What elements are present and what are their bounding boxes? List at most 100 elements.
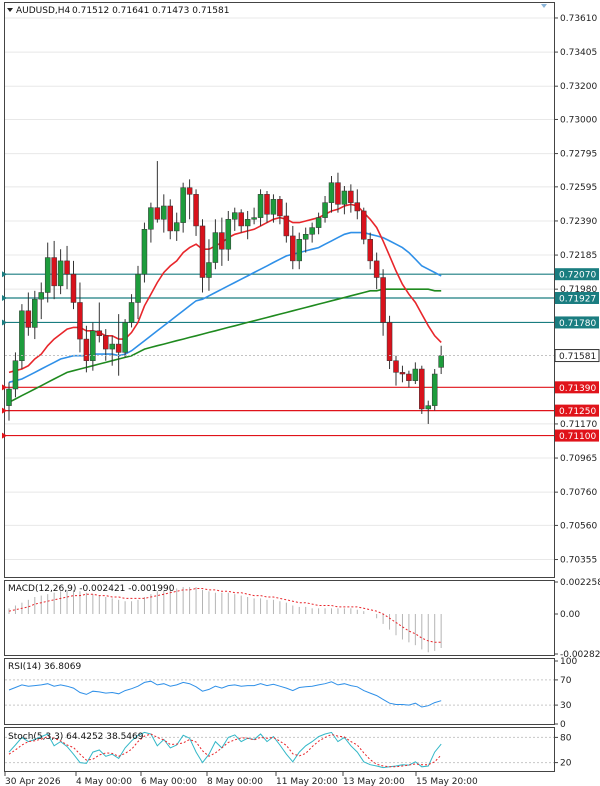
rsi-line	[8, 680, 442, 708]
time-axis-label: 6 May 00:00	[141, 777, 197, 786]
rsi-axis-label: 70	[560, 676, 572, 686]
macd-pane: 0.002258 0.00 -0.002823	[8, 578, 600, 660]
level-tag-box	[555, 429, 599, 442]
candle-body	[161, 205, 167, 220]
price-axis-label: 0.70560	[560, 521, 597, 531]
candle-body	[154, 207, 161, 220]
candle-body	[96, 330, 103, 337]
candle-body	[199, 225, 206, 278]
candle-body	[128, 302, 135, 323]
time-axis: 30 Apr 2026 4 May 00:00 6 May 00:00 8 May 0…	[4, 772, 478, 786]
candle-body	[438, 355, 444, 368]
candle-body	[25, 310, 32, 328]
price-axis-label: 0.72795	[560, 150, 597, 160]
candle-body	[341, 190, 348, 205]
level-tags: 0.72070 0.71927 0.71780 0.71390 0.71250 0.711…	[555, 268, 599, 442]
stoch-axis-label: 20	[560, 759, 572, 769]
time-axis-label: 13 May 20:00	[343, 777, 405, 786]
candle-body	[322, 202, 328, 218]
current-price-box	[554, 349, 600, 363]
horizontal-levels	[2, 271, 554, 439]
stoch-k-line	[8, 731, 442, 769]
candle-body	[361, 210, 367, 240]
price-axis-label: 0.72390	[560, 217, 597, 227]
candle-body	[219, 232, 225, 250]
price-axis-label: 0.71980	[560, 285, 597, 295]
main-pane-frame	[4, 2, 555, 578]
candle-body	[399, 372, 406, 375]
candle-body	[225, 219, 232, 250]
candle-body	[38, 292, 44, 300]
candle-body	[90, 330, 96, 361]
rsi-pane-frame	[4, 658, 555, 725]
macd-pane-frame	[4, 580, 555, 656]
rsi-axis-label: 30	[560, 701, 572, 711]
dropdown-arrow-icon[interactable]	[7, 8, 13, 12]
candle-body	[251, 217, 257, 220]
time-axis-label: 11 May 20:00	[276, 777, 338, 786]
time-axis-label: 30 Apr 2026	[5, 777, 61, 786]
candle-body	[64, 260, 70, 275]
price-axis-label: 0.73000	[560, 115, 597, 125]
candle-body	[115, 343, 122, 353]
symbol-label: AUDUSD,H4	[16, 6, 71, 16]
price-axis-label: 0.72185	[560, 251, 597, 261]
rsi-axis-label: 100	[560, 657, 577, 667]
candle-body	[270, 199, 277, 215]
ema-slow-line	[8, 288, 442, 404]
shift-marker-icon[interactable]	[541, 4, 547, 8]
candle-body	[232, 212, 238, 220]
candle-body	[44, 257, 51, 293]
candle-body	[348, 190, 354, 203]
macd-label: MACD(12,26,9) -0.002421 -0.001990	[8, 584, 175, 594]
candle-body	[335, 182, 341, 205]
level-tag-box	[555, 291, 599, 304]
candle-body	[167, 205, 173, 232]
time-axis-label: 15 May 20:00	[416, 777, 478, 786]
level-marker-icon	[2, 432, 7, 439]
grid-lines	[5, 17, 554, 561]
candle-body	[244, 219, 251, 227]
candle-body	[393, 360, 399, 373]
stoch-pane: 80 20	[5, 731, 572, 769]
candle-body	[290, 235, 296, 262]
current-price-label: 0.71581	[559, 352, 596, 362]
candle-body	[367, 239, 373, 262]
candle-body	[19, 310, 25, 361]
candle-body	[419, 368, 425, 410]
candle-body	[380, 277, 386, 323]
candle-body	[135, 273, 141, 303]
current-price-tag: 0.71581	[5, 349, 600, 363]
price-axis-label: 0.70760	[560, 488, 597, 498]
level-tag-label: 0.71927	[559, 294, 596, 304]
stoch-d-line	[8, 733, 442, 768]
candle-body	[57, 260, 64, 287]
level-tag-box	[555, 404, 599, 417]
macd-axis-label: 0.00	[560, 610, 580, 620]
candle-body	[328, 182, 335, 203]
level-tag-box	[555, 268, 599, 281]
candle-body	[180, 187, 186, 223]
candle-body	[83, 338, 90, 361]
candle-body	[122, 322, 128, 353]
price-axis: 0.73610 0.73405 0.73200 0.73000 0.72795 0.725…	[554, 14, 597, 566]
candle-body	[51, 257, 57, 287]
candle-body	[373, 260, 380, 278]
candle-body	[315, 217, 322, 228]
level-marker-icon	[2, 384, 7, 391]
candle-body	[109, 343, 115, 350]
macd-signal-line	[8, 588, 442, 643]
price-axis-label: 0.71170	[560, 420, 597, 430]
level-tag-label: 0.72070	[559, 271, 596, 281]
level-marker-icon	[2, 319, 7, 326]
time-axis-label: 8 May 00:00	[207, 777, 263, 786]
time-axis-label: 4 May 00:00	[76, 777, 132, 786]
stoch-pane-frame	[4, 727, 555, 772]
candle-body	[212, 232, 219, 263]
candle-body	[148, 207, 154, 230]
level-marker-icon	[2, 271, 7, 278]
candle-body	[186, 187, 193, 195]
stoch-axis-label: 80	[560, 733, 572, 743]
candle-body	[77, 302, 83, 340]
